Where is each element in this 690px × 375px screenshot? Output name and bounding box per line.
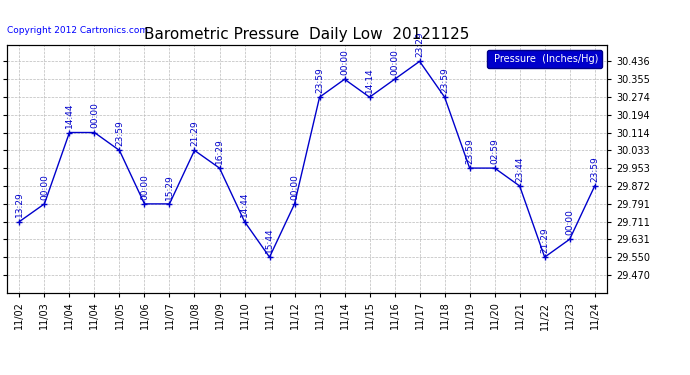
Text: 23:59: 23:59 <box>115 120 124 146</box>
Text: 23:59: 23:59 <box>440 67 449 93</box>
Text: 00:00: 00:00 <box>40 174 49 200</box>
Text: 00:00: 00:00 <box>140 174 149 200</box>
Text: 16:29: 16:29 <box>215 138 224 164</box>
Text: 21:29: 21:29 <box>540 227 549 253</box>
Text: 00:00: 00:00 <box>290 174 299 200</box>
Text: 13:29: 13:29 <box>15 192 24 217</box>
Text: Copyright 2012 Cartronics.com: Copyright 2012 Cartronics.com <box>7 26 148 35</box>
Text: 14:14: 14:14 <box>365 68 374 93</box>
Text: 15:29: 15:29 <box>165 174 174 200</box>
Text: 23:44: 23:44 <box>515 156 524 182</box>
Text: 00:00: 00:00 <box>340 49 349 75</box>
Text: 02:59: 02:59 <box>490 138 499 164</box>
Title: Barometric Pressure  Daily Low  20121125: Barometric Pressure Daily Low 20121125 <box>144 27 470 42</box>
Text: 21:29: 21:29 <box>190 121 199 146</box>
Legend: Pressure  (Inches/Hg): Pressure (Inches/Hg) <box>487 50 602 68</box>
Text: 00:00: 00:00 <box>565 209 574 235</box>
Text: 23:59: 23:59 <box>315 67 324 93</box>
Text: 14:44: 14:44 <box>65 103 74 128</box>
Text: 15:44: 15:44 <box>265 227 274 253</box>
Text: 23:29: 23:29 <box>415 32 424 57</box>
Text: 00:00: 00:00 <box>90 102 99 128</box>
Text: 00:00: 00:00 <box>390 49 399 75</box>
Text: 23:59: 23:59 <box>465 138 474 164</box>
Text: 23:59: 23:59 <box>590 156 599 182</box>
Text: 14:44: 14:44 <box>240 192 249 217</box>
